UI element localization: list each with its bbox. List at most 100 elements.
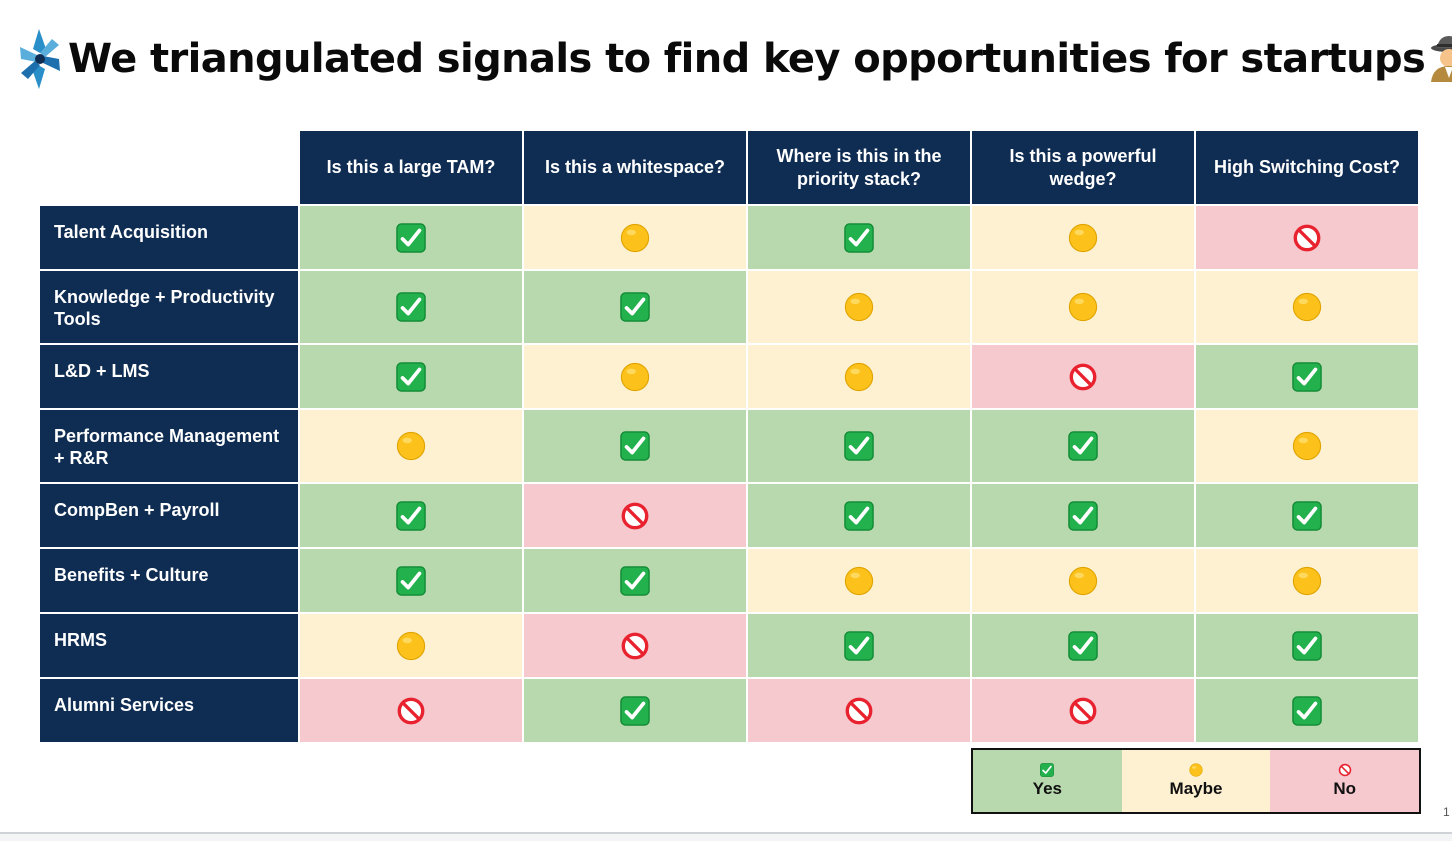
yellow-circle-icon bbox=[1068, 223, 1098, 252]
check-mark-button-icon bbox=[1068, 630, 1098, 661]
legend-item-yes: Yes bbox=[973, 750, 1122, 812]
detective-icon bbox=[1431, 36, 1452, 82]
matrix-cell-yes bbox=[972, 410, 1194, 482]
matrix-cell-no bbox=[972, 679, 1194, 742]
check-mark-button-icon bbox=[1292, 500, 1322, 531]
row-label: CompBen + Payroll bbox=[40, 484, 298, 547]
matrix-cell-no bbox=[524, 484, 746, 547]
check-mark-button-icon bbox=[1292, 630, 1322, 661]
matrix-cell-maybe bbox=[972, 549, 1194, 612]
table-row-compben-payroll: CompBen + Payroll bbox=[40, 484, 1418, 547]
matrix-cell-yes bbox=[300, 345, 522, 408]
legend-label: Yes bbox=[1032, 779, 1062, 798]
prohibited-icon bbox=[1069, 697, 1097, 724]
brand-logo-icon bbox=[20, 29, 60, 89]
viewer-bottom-strip bbox=[0, 834, 1452, 841]
matrix-cell-yes bbox=[748, 410, 970, 482]
matrix-cell-maybe bbox=[300, 614, 522, 677]
matrix-cell-yes bbox=[748, 614, 970, 677]
yellow-circle-icon bbox=[1292, 431, 1322, 461]
page-number: 1 bbox=[1443, 805, 1450, 819]
matrix-cell-maybe bbox=[524, 206, 746, 269]
matrix-cell-no bbox=[524, 614, 746, 677]
matrix-cell-yes bbox=[524, 271, 746, 343]
check-mark-button-icon bbox=[844, 222, 874, 253]
matrix-cell-maybe bbox=[1196, 410, 1418, 482]
matrix-cell-no bbox=[1196, 206, 1418, 269]
legend-item-maybe: Maybe bbox=[1121, 750, 1271, 812]
matrix-cell-maybe bbox=[748, 549, 970, 612]
check-mark-button-icon bbox=[844, 630, 874, 661]
table-row-performance-management-r-r: Performance Management + R&R bbox=[40, 410, 1418, 482]
prohibited-icon bbox=[1069, 363, 1097, 390]
yellow-circle-icon bbox=[1068, 566, 1098, 595]
column-header-switching-cost: High Switching Cost? bbox=[1196, 131, 1418, 204]
matrix-cell-yes bbox=[1196, 345, 1418, 408]
matrix-cell-yes bbox=[300, 549, 522, 612]
check-mark-button-icon bbox=[1292, 361, 1322, 392]
matrix-cell-yes bbox=[524, 679, 746, 742]
yellow-circle-icon bbox=[396, 631, 426, 660]
page-title: We triangulated signals to find key oppo… bbox=[68, 36, 1426, 82]
column-header-priority-stack: Where is this in the priority stack? bbox=[748, 131, 970, 204]
check-mark-button-icon bbox=[1040, 763, 1055, 777]
row-label: HRMS bbox=[40, 614, 298, 677]
matrix-cell-maybe bbox=[972, 206, 1194, 269]
row-label: Alumni Services bbox=[40, 679, 298, 742]
matrix-body: Talent Acquisition Knowledge + Productivi… bbox=[40, 206, 1418, 742]
table-row-knowledge-productivity-tools: Knowledge + Productivity Tools bbox=[40, 271, 1418, 343]
prohibited-icon bbox=[397, 697, 425, 724]
row-label: Talent Acquisition bbox=[40, 206, 298, 269]
matrix-cell-maybe bbox=[1196, 549, 1418, 612]
yellow-circle-icon bbox=[844, 362, 874, 391]
matrix-cell-maybe bbox=[300, 410, 522, 482]
matrix-cell-yes bbox=[1196, 614, 1418, 677]
prohibited-icon bbox=[621, 502, 649, 529]
matrix-cell-yes bbox=[972, 614, 1194, 677]
row-label: Benefits + Culture bbox=[40, 549, 298, 612]
matrix-cell-maybe bbox=[1196, 271, 1418, 343]
yellow-circle-icon bbox=[396, 431, 426, 461]
matrix-cell-maybe bbox=[748, 345, 970, 408]
check-mark-button-icon bbox=[620, 292, 650, 322]
legend-label: Maybe bbox=[1169, 779, 1223, 798]
matrix-cell-yes bbox=[748, 484, 970, 547]
matrix-cell-yes bbox=[524, 410, 746, 482]
opportunity-matrix: Is this a large TAM? Is this a whitespac… bbox=[38, 129, 1420, 744]
yellow-circle-icon bbox=[844, 566, 874, 595]
table-row-alumni-services: Alumni Services bbox=[40, 679, 1418, 742]
title-row: We triangulated signals to find key oppo… bbox=[18, 26, 1452, 92]
yellow-circle-icon bbox=[1189, 763, 1203, 777]
column-header-large-tam: Is this a large TAM? bbox=[300, 131, 522, 204]
matrix-cell-no bbox=[748, 679, 970, 742]
matrix-cell-no bbox=[972, 345, 1194, 408]
yellow-circle-icon bbox=[620, 362, 650, 391]
yellow-circle-icon bbox=[1292, 566, 1322, 595]
yellow-circle-icon bbox=[620, 223, 650, 252]
row-label: L&D + LMS bbox=[40, 345, 298, 408]
check-mark-button-icon bbox=[844, 500, 874, 531]
yellow-circle-icon bbox=[844, 292, 874, 322]
check-mark-button-icon bbox=[1292, 695, 1322, 726]
row-label: Performance Management + R&R bbox=[40, 410, 298, 482]
check-mark-button-icon bbox=[620, 565, 650, 596]
matrix-cell-yes bbox=[300, 206, 522, 269]
check-mark-button-icon bbox=[396, 565, 426, 596]
yellow-circle-icon bbox=[1292, 292, 1322, 322]
matrix-cell-maybe bbox=[748, 271, 970, 343]
yellow-circle-icon bbox=[1068, 292, 1098, 322]
slide-bottom-border bbox=[0, 832, 1452, 834]
check-mark-button-icon bbox=[396, 500, 426, 531]
legend-label: No bbox=[1333, 779, 1357, 798]
check-mark-button-icon bbox=[620, 431, 650, 461]
matrix-cell-yes bbox=[300, 484, 522, 547]
legend-item-no: No bbox=[1270, 750, 1420, 812]
check-mark-button-icon bbox=[396, 222, 426, 253]
check-mark-button-icon bbox=[1068, 431, 1098, 461]
matrix-cell-maybe bbox=[524, 345, 746, 408]
matrix-cell-maybe bbox=[972, 271, 1194, 343]
check-mark-button-icon bbox=[620, 695, 650, 726]
prohibited-icon bbox=[621, 632, 649, 659]
matrix-cell-no bbox=[300, 679, 522, 742]
